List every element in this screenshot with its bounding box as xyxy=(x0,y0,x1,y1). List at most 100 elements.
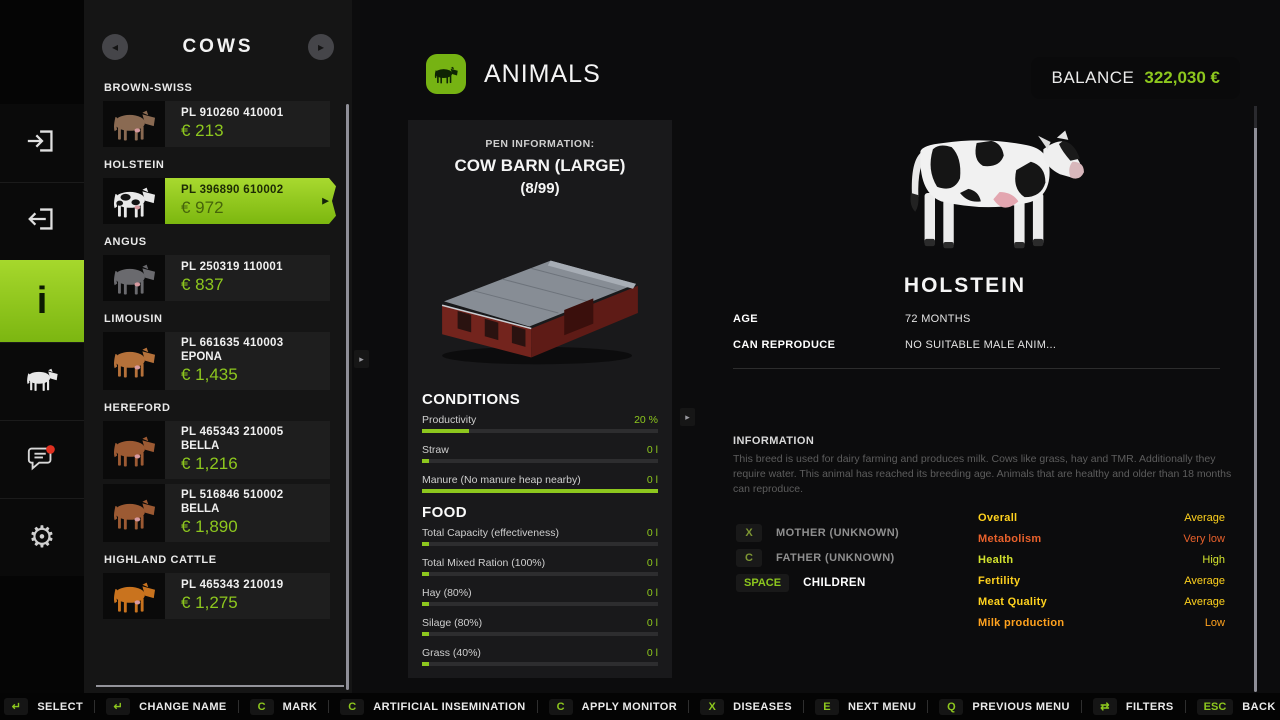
breed-label: BROWN-SWISS xyxy=(104,82,193,94)
bar-value: 0 l xyxy=(646,587,658,599)
detail-scrollbar[interactable] xyxy=(1254,106,1257,692)
divider xyxy=(1184,700,1186,713)
animal-list-item[interactable]: PL 396890 610002 € 972 ▶ xyxy=(103,178,336,224)
key-badge[interactable]: X xyxy=(736,524,762,542)
hint-back[interactable]: ESC BACK xyxy=(1196,698,1276,715)
stat-bar-row: Hay (80%) 0 l xyxy=(422,587,658,606)
food-title: FOOD xyxy=(422,504,467,521)
animal-thumbnail xyxy=(103,255,165,301)
rail-item-settings[interactable]: ⚙ xyxy=(0,498,84,576)
bar-track xyxy=(422,459,658,463)
animal-price: € 837 xyxy=(181,275,224,294)
animal-id: PL 516846 510002 xyxy=(181,489,284,501)
attribute-label: AGE xyxy=(733,313,759,325)
stat-row: Overall Average xyxy=(978,512,1225,524)
hint-next-menu[interactable]: E NEXT MENU xyxy=(814,698,917,715)
breed-section: HOLSTEIN PL 396890 610002 € 972 ▶ xyxy=(103,159,330,224)
prev-category-button[interactable]: ◂ xyxy=(102,34,128,60)
bar-label: Silage (80%) xyxy=(422,617,483,629)
key-badge[interactable]: SPACE xyxy=(736,574,790,592)
hint-previous-menu[interactable]: Q PREVIOUS MENU xyxy=(939,698,1070,715)
divider xyxy=(1080,700,1082,713)
key-badge: C xyxy=(340,698,365,715)
breed-section: HIGHLAND CATTLE PL 465343 210019 € 1,275 xyxy=(103,554,330,619)
stat-value: Average xyxy=(1184,512,1225,524)
stat-label: Overall xyxy=(978,512,1018,524)
animal-thumbnail xyxy=(103,484,165,542)
family-row: SPACE CHILDREN xyxy=(736,574,899,592)
hint-apply-monitor[interactable]: C APPLY MONITOR xyxy=(548,698,677,715)
key-badge: C xyxy=(548,698,573,715)
stat-row: Meat Quality Average xyxy=(978,596,1225,608)
hint-filters[interactable]: ⇄ FILTERS xyxy=(1092,698,1174,715)
next-category-button[interactable]: ▸ xyxy=(307,34,334,60)
breed-section: BROWN-SWISS PL 910260 410001 € 213 xyxy=(103,82,330,147)
key-badge[interactable]: C xyxy=(736,549,762,567)
breed-label: ANGUS xyxy=(104,236,147,248)
list-panel-expander-arrow[interactable]: ▸ xyxy=(354,350,369,368)
stat-row: Milk production Low xyxy=(978,617,1225,629)
animal-list-item[interactable]: PL 250319 110001 € 837 xyxy=(103,255,330,301)
divider xyxy=(237,700,239,713)
animal-list-item[interactable]: PL 465343 210005 BELLA € 1,216 xyxy=(103,421,330,479)
breed-section: LIMOUSIN PL 661635 410003 EPONA € 1,435 xyxy=(103,313,330,390)
bar-value: 20 % xyxy=(634,414,658,426)
bar-value: 0 l xyxy=(646,527,658,539)
list-scrollbar[interactable] xyxy=(346,104,349,690)
hint-select[interactable]: ↵ SELECT xyxy=(4,698,83,715)
hint-change-name[interactable]: ↵ CHANGE NAME xyxy=(106,698,227,715)
pen-info-panel: PEN INFORMATION: COW BARN (LARGE) (8/99) xyxy=(408,120,672,678)
family-row: X MOTHER (UNKNOWN) xyxy=(736,524,899,542)
bar-labels: Total Capacity (effectiveness) 0 l xyxy=(422,527,658,539)
animal-thumbnail xyxy=(103,178,165,224)
key-badge: ESC xyxy=(1196,698,1234,715)
animal-list-item[interactable]: PL 465343 210019 € 1,275 xyxy=(103,573,330,619)
animal-list-item[interactable]: PL 910260 410001 € 213 xyxy=(103,101,330,147)
breed-section: HEREFORD PL 465343 210005 BELLA € 1,216 PL… xyxy=(103,402,330,542)
animal-name: BELLA xyxy=(181,503,220,515)
animal-list-item[interactable]: PL 661635 410003 EPONA € 1,435 xyxy=(103,332,330,390)
stat-bar-row: Silage (80%) 0 l xyxy=(422,617,658,636)
animals-menu-title: ANIMALS xyxy=(484,59,601,88)
hint-diseases[interactable]: X DISEASES xyxy=(700,698,792,715)
key-badge: C xyxy=(249,698,274,715)
scrollbar-thumb[interactable] xyxy=(1254,106,1257,128)
bar-label: Total Mixed Ration (100%) xyxy=(422,557,546,569)
rail-item-animals[interactable] xyxy=(0,342,84,420)
stat-row: Metabolism Very low xyxy=(978,533,1225,545)
animal-portrait xyxy=(850,90,1120,270)
key-badge: ↵ xyxy=(4,698,29,715)
bar-value: 0 l xyxy=(646,647,658,659)
breed-title: HOLSTEIN xyxy=(903,274,1027,297)
animal-price: € 213 xyxy=(181,121,224,140)
hint-mark[interactable]: C MARK xyxy=(249,698,318,715)
bar-fill xyxy=(422,542,430,546)
animal-thumbnail xyxy=(103,421,165,479)
bar-labels: Productivity 20 % xyxy=(422,414,658,426)
list-bottom-separator xyxy=(96,685,344,687)
animal-name: EPONA xyxy=(181,351,222,363)
bar-track xyxy=(422,632,658,636)
pen-panel-expander-arrow[interactable]: ▸ xyxy=(680,408,695,426)
pen-column: ANIMALS PEN INFORMATION: COW BARN (LARGE… xyxy=(408,54,672,678)
hint-label: NEXT MENU xyxy=(847,700,917,713)
barn-image xyxy=(422,249,658,375)
stat-label: Fertility xyxy=(978,575,1021,587)
cow-icon xyxy=(22,365,62,398)
rail-item-move-in[interactable] xyxy=(0,104,84,182)
bar-label: Grass (40%) xyxy=(422,647,481,659)
food-bars: Total Capacity (effectiveness) 0 l Total M… xyxy=(422,527,658,666)
family-row: C FATHER (UNKNOWN) xyxy=(736,549,899,567)
rail-item-move-out[interactable] xyxy=(0,182,84,260)
stat-bar-row: Manure (No manure heap nearby) 0 l xyxy=(422,474,658,493)
hint-label: PREVIOUS MENU xyxy=(972,700,1070,713)
rail-item-info-active[interactable]: i xyxy=(0,260,94,342)
animal-list-item[interactable]: PL 516846 510002 BELLA € 1,890 xyxy=(103,484,330,542)
animal-card-text: PL 661635 410003 EPONA € 1,435 xyxy=(165,332,283,390)
stat-label: Metabolism xyxy=(978,533,1042,545)
information-title: INFORMATION xyxy=(733,435,815,447)
hint-artificial-insemination[interactable]: C ARTIFICIAL INSEMINATION xyxy=(340,698,525,715)
rail-item-notifications[interactable] xyxy=(0,420,84,498)
bar-track xyxy=(422,489,658,493)
animal-card-text: PL 465343 210019 € 1,275 xyxy=(165,573,283,619)
